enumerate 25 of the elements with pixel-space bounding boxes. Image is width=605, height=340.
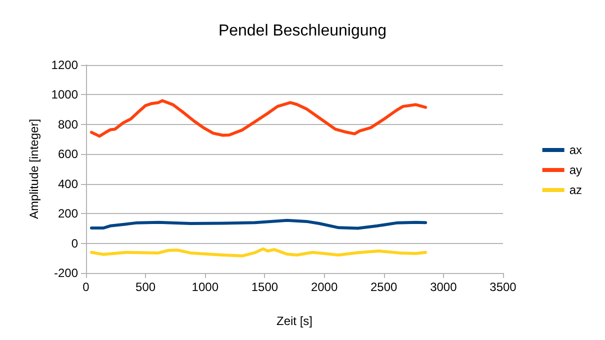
x-tick-label: 500 xyxy=(136,280,156,294)
legend-label: ax xyxy=(569,143,582,157)
y-tick-label: -200 xyxy=(54,266,78,280)
legend-label: ay xyxy=(569,163,582,177)
x-tick-label: 1500 xyxy=(251,280,278,294)
x-tick-label: 0 xyxy=(82,280,90,294)
x-tick-label: 3000 xyxy=(430,280,458,294)
y-tick-label: 600 xyxy=(58,147,78,162)
y-tick-label: 400 xyxy=(58,176,78,191)
y-tick-label: 1200 xyxy=(51,58,78,72)
x-axis-title: Zeit [s] xyxy=(276,314,313,328)
x-tick-label: 2000 xyxy=(310,280,338,294)
chart-title: Pendel Beschleunigung xyxy=(218,22,387,40)
x-tick-label: 3500 xyxy=(490,280,517,294)
line-series xyxy=(90,99,428,138)
x-tick-label: 2500 xyxy=(370,280,398,294)
y-tick-label: 800 xyxy=(58,117,78,132)
legend-label: az xyxy=(569,183,582,197)
line-series xyxy=(90,218,428,230)
y-tick-label: 0 xyxy=(71,236,78,250)
y-axis-title: Amplitude [integer] xyxy=(27,118,41,220)
y-tick-label: 200 xyxy=(58,206,78,221)
y-tick-label: 1000 xyxy=(51,88,78,102)
x-tick-label: 1000 xyxy=(192,280,219,294)
line-series xyxy=(90,247,428,258)
